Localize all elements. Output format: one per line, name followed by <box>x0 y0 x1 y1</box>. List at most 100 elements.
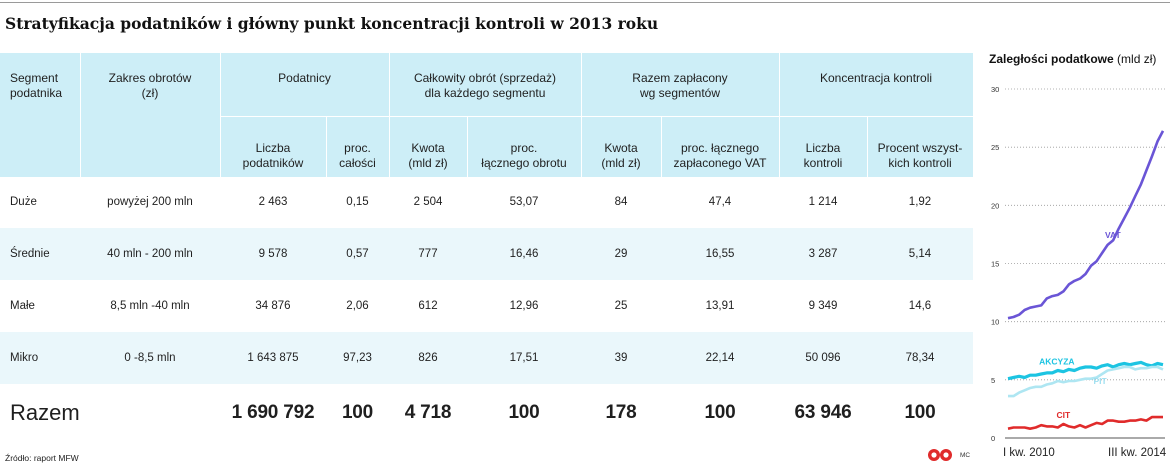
cell-vat-share: 16,55 <box>705 247 735 260</box>
header-divider <box>220 116 973 117</box>
cell-audit-share: 1,92 <box>908 196 932 208</box>
arrears-line-chart: 0 5 10 15 20 25 30 VAT AKCYZA PIT CIT <box>991 85 1165 443</box>
column-divider <box>389 53 390 177</box>
source-note: Źródło: raport MFW <box>5 453 79 463</box>
column-divider <box>220 53 221 177</box>
row-band <box>0 332 973 384</box>
series-label-vat: VAT <box>1105 230 1122 240</box>
cell-paid-amount: 84 <box>614 196 628 208</box>
cell-audit-share: 14,6 <box>908 299 932 312</box>
cell-audit-share: 78,34 <box>905 351 935 364</box>
cell-audit-count: 3 287 <box>808 247 838 260</box>
cell-turnover-share: 12,96 <box>509 299 539 312</box>
header-taxpayers: Podatnicy <box>278 71 331 85</box>
cell-segment: Mikro <box>10 351 39 364</box>
chart-title: Zaległości podatkowe (mld zł) <box>989 52 1156 66</box>
column-divider <box>581 53 582 177</box>
y-tick-label: 5 <box>991 376 995 385</box>
column-divider <box>661 116 662 177</box>
cell-taxpayer-count: 2 463 <box>258 196 288 208</box>
column-divider <box>867 116 868 177</box>
author-credit: MC <box>960 452 971 459</box>
total-turnover-share: 100 <box>508 401 540 423</box>
cell-segment: Duże <box>10 196 37 208</box>
y-tick-label: 25 <box>991 143 999 152</box>
cell-turnover-amount: 2 504 <box>413 196 443 208</box>
series-label-cit: CIT <box>1057 410 1072 420</box>
series-line-pit <box>1008 365 1164 398</box>
cell-turnover-range: 40 mln - 200 mln <box>107 247 193 260</box>
subheader-taxpayer-share: proc. całości <box>339 141 376 170</box>
total-segment: Razem <box>10 399 80 425</box>
cell-turnover-amount: 777 <box>418 247 438 260</box>
top-rule <box>0 2 1170 3</box>
header-total-paid: Razem zapłacony wg segmentów <box>632 71 728 100</box>
chart-title-unit: (mld zł) <box>1117 52 1157 66</box>
total-paid-amount: 178 <box>605 401 637 423</box>
y-tick-label: 15 <box>991 260 999 269</box>
cell-audit-count: 9 349 <box>808 299 838 312</box>
cell-turnover-amount: 612 <box>418 299 438 312</box>
subheader-audit-count: Liczba kontroli <box>803 141 843 170</box>
subheader-paid-amount: Kwota (mld zł) <box>601 141 641 170</box>
table-header-background <box>0 53 973 177</box>
column-divider <box>326 116 327 177</box>
cell-audit-count: 50 096 <box>805 351 841 364</box>
cell-paid-amount: 25 <box>614 299 628 312</box>
cell-turnover-share: 17,51 <box>509 351 539 364</box>
cell-turnover-range: powyżej 200 mln <box>107 196 193 208</box>
y-tick-label: 20 <box>991 201 999 210</box>
x-axis-end-label: III kw. 2014 <box>1108 447 1167 459</box>
y-tick-label: 0 <box>991 434 995 443</box>
series-line-akcyza <box>1007 360 1164 381</box>
series-label-pit: PIT <box>1093 376 1107 386</box>
header-total-turnover: Całkowity obrót (sprzedaż) dla każdego s… <box>413 71 557 100</box>
subheader-turnover-amount: Kwota (mld zł) <box>408 141 448 170</box>
column-divider <box>467 116 468 177</box>
cell-taxpayer-count: 9 578 <box>258 247 288 260</box>
y-tick-label: 10 <box>991 318 999 327</box>
total-turnover-range <box>80 384 220 440</box>
cell-taxpayer-share: 0,57 <box>346 247 369 260</box>
total-taxpayer-count: 1 690 792 <box>231 401 315 423</box>
x-axis-start-label: I kw. 2010 <box>1003 447 1055 459</box>
cell-vat-share: 13,91 <box>705 299 735 312</box>
cell-turnover-range: 0 -8,5 mln <box>124 351 176 364</box>
cell-turnover-share: 16,46 <box>509 247 539 260</box>
cell-taxpayer-count: 1 643 875 <box>247 351 299 364</box>
header-segment: Segment podatnika <box>10 71 63 100</box>
y-tick-label: 30 <box>991 85 999 94</box>
subheader-taxpayer-count: Liczba podatników <box>242 141 304 170</box>
header-audit-concentration: Koncentracja kontroli <box>819 71 933 85</box>
column-divider <box>779 53 780 177</box>
publisher-logo-icon <box>928 449 952 461</box>
cell-turnover-amount: 826 <box>418 351 438 364</box>
cell-vat-share: 22,14 <box>705 351 735 364</box>
subheader-audit-share: Procent wszyst- kich kontroli <box>877 141 963 170</box>
cell-segment: Małe <box>10 299 35 312</box>
stratification-table: Segment podatnika Zakres obrotów (zł) Po… <box>0 53 973 440</box>
cell-audit-count: 1 214 <box>808 196 838 208</box>
cell-paid-amount: 39 <box>614 351 628 364</box>
cell-audit-share: 5,14 <box>908 247 932 260</box>
cell-taxpayer-share: 0,15 <box>346 196 369 208</box>
cell-taxpayer-count: 34 876 <box>255 299 291 312</box>
cell-vat-share: 47,4 <box>708 196 732 208</box>
row-band <box>0 228 973 280</box>
header-turnover-range: Zakres obrotów (zł) <box>108 71 192 100</box>
cell-paid-amount: 29 <box>614 247 628 260</box>
cell-segment: Średnie <box>10 247 50 260</box>
cell-taxpayer-share: 2,06 <box>346 299 369 312</box>
page-title: Stratyfikacja podatników i główny punkt … <box>5 14 659 33</box>
column-divider <box>80 53 81 177</box>
cell-taxpayer-share: 97,23 <box>343 351 372 364</box>
subheader-turnover-share: proc. łącznego obrotu <box>481 141 567 170</box>
series-line-cit <box>1007 415 1163 430</box>
chart-title-main: Zaległości podatkowe <box>989 52 1114 66</box>
series-line-vat <box>1007 130 1165 320</box>
cell-turnover-share: 53,07 <box>509 196 539 208</box>
total-turnover-amount: 4 718 <box>404 401 452 423</box>
total-audit-count: 63 946 <box>794 401 852 423</box>
total-audit-share: 100 <box>904 401 936 423</box>
total-vat-share: 100 <box>704 401 736 423</box>
